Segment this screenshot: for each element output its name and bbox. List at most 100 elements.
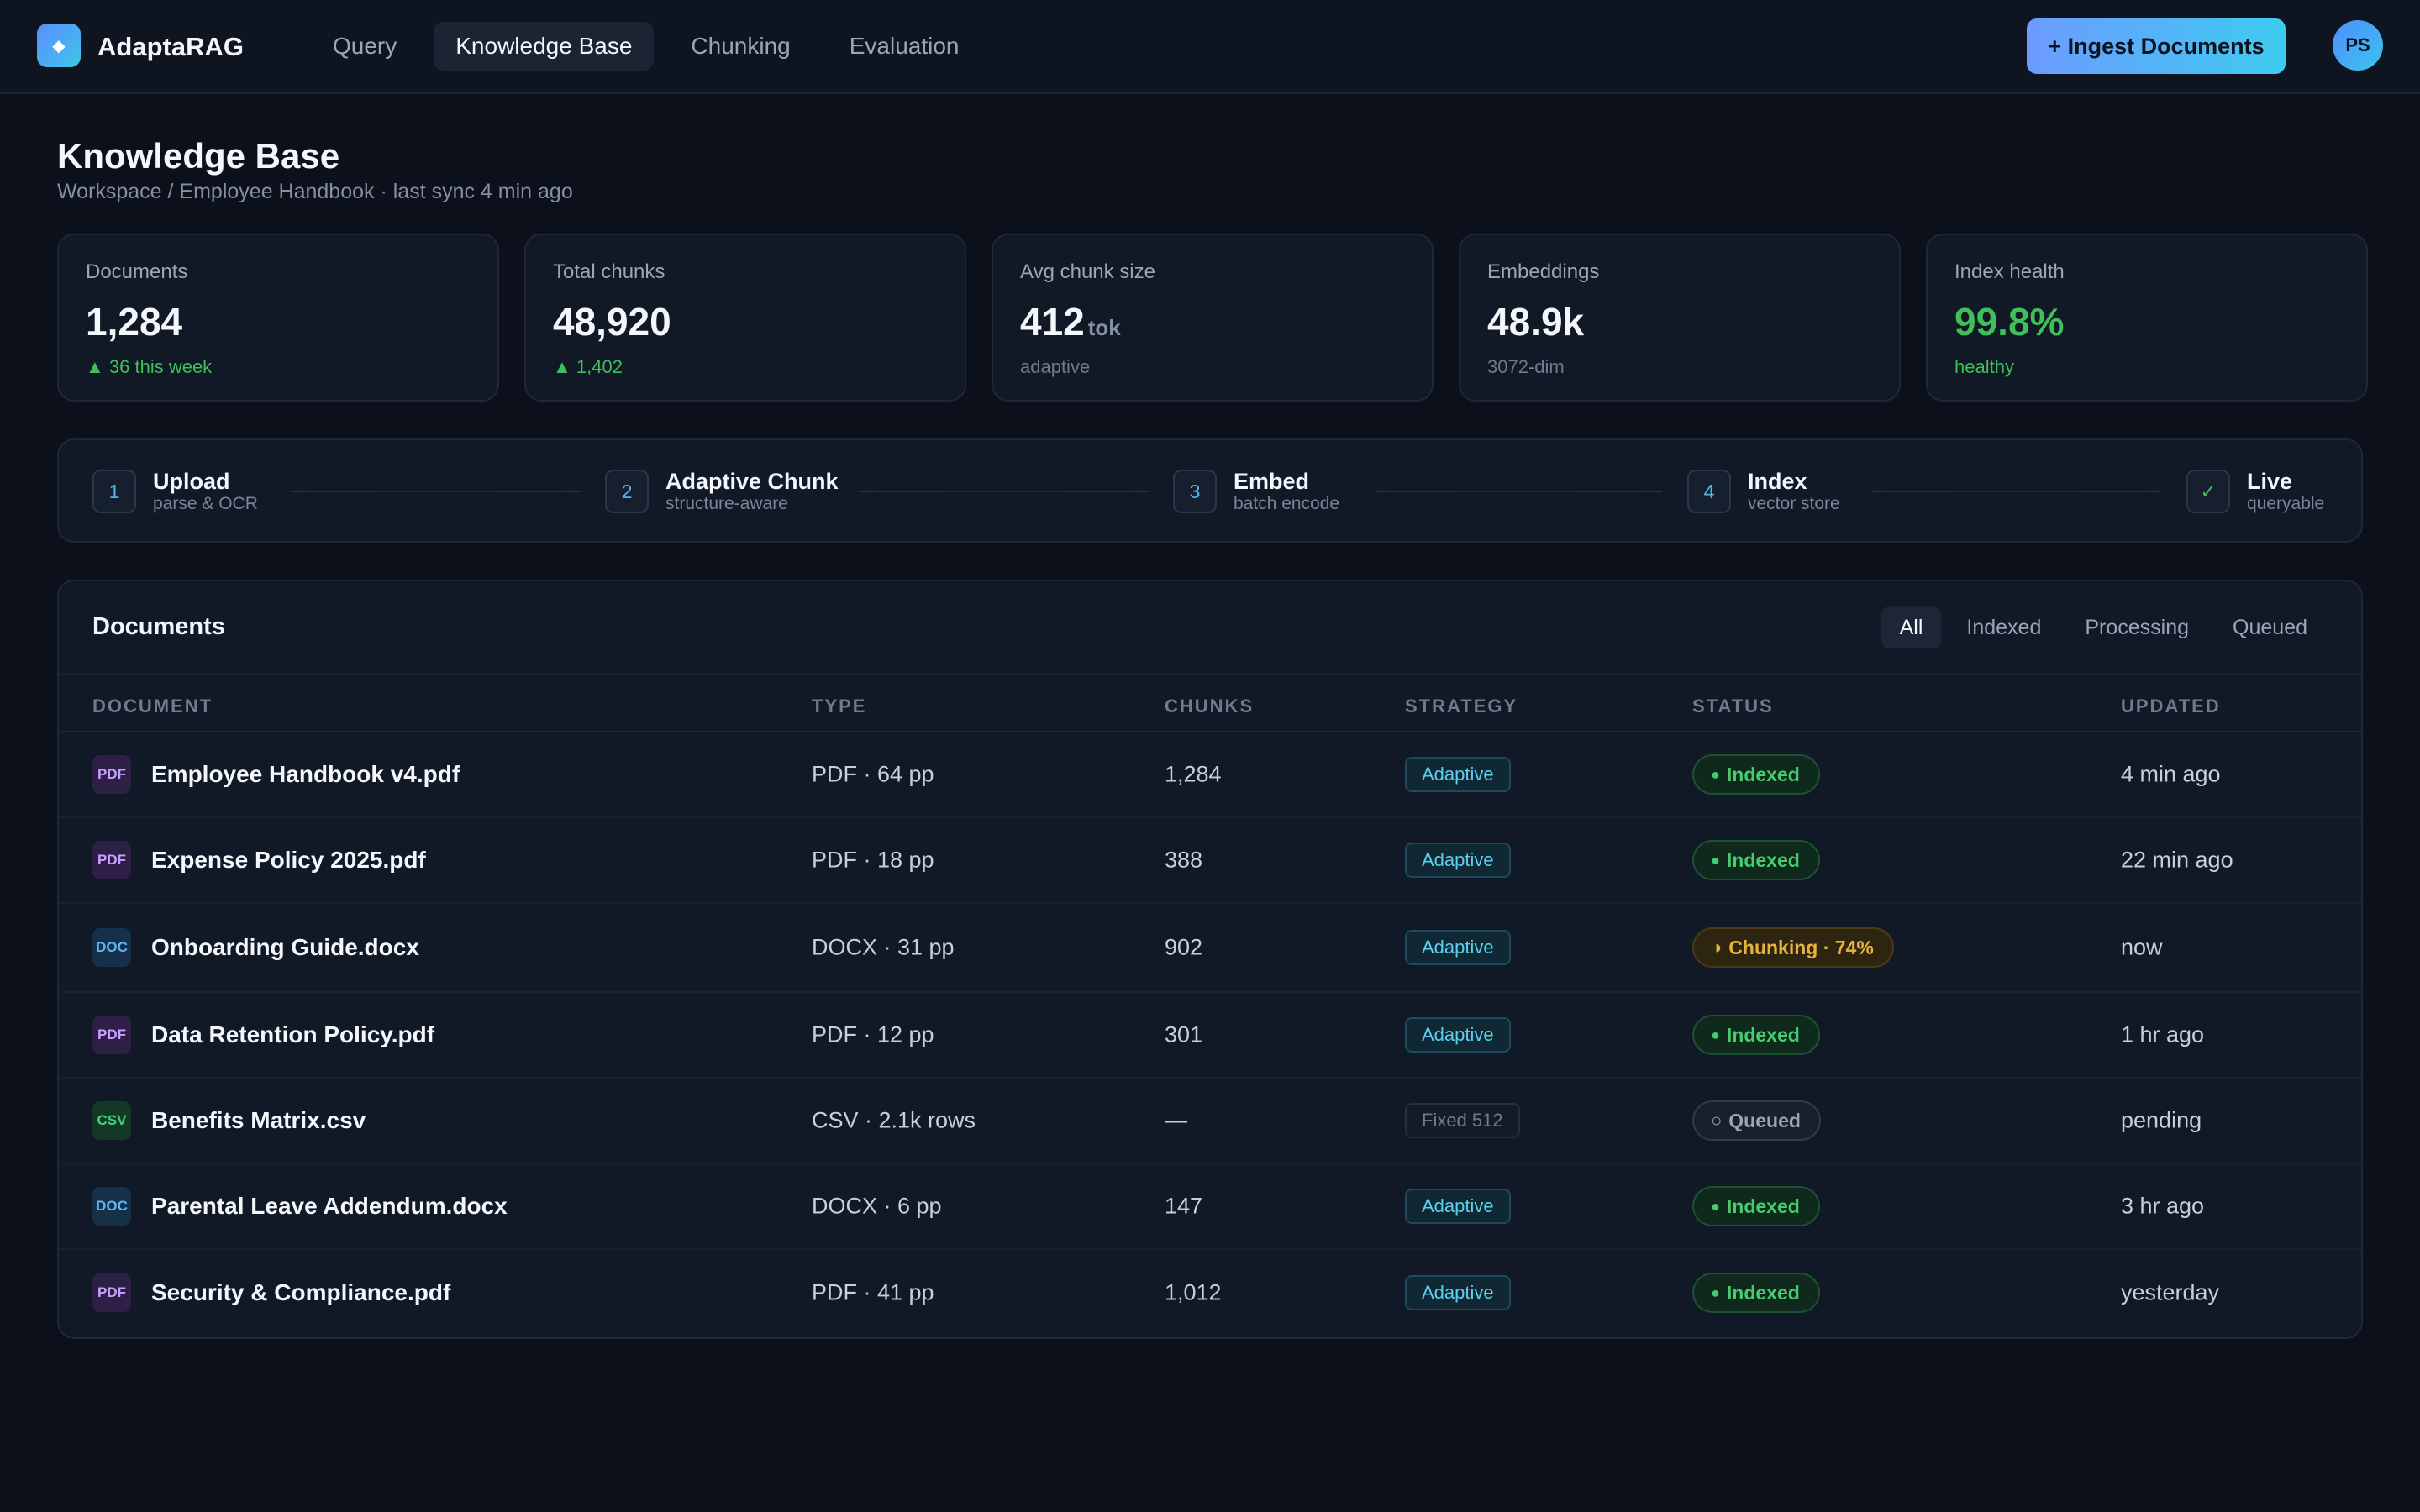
pipeline-connector [291, 491, 580, 492]
status-filters: All Indexed Processing Queued [1881, 606, 2326, 648]
document-type: PDF · 12 pp [812, 1021, 934, 1047]
page-title: Knowledge Base [57, 136, 340, 176]
status-cell: ● Indexed [1692, 840, 1820, 880]
table-row[interactable]: PDF Security & Compliance.pdf PDF · 41 pp 1… [59, 1250, 2361, 1336]
step-text: Adaptive Chunk structure-aware [666, 469, 839, 514]
user-avatar[interactable]: PS [2333, 20, 2383, 71]
column-header-chunks[interactable]: CHUNKS [1165, 696, 1255, 717]
stat-number: 48,920 [553, 300, 671, 344]
step-description: queryable [2247, 494, 2325, 513]
step-text: Index vector store [1748, 469, 1840, 514]
column-header-strategy[interactable]: STRATEGY [1405, 696, 1518, 717]
status-cell: ● Indexed [1692, 1186, 1820, 1226]
table-row[interactable]: PDF Expense Policy 2025.pdf PDF · 18 pp 388… [59, 818, 2361, 904]
pdf-file-icon: PDF [92, 841, 131, 879]
stat-label: Embeddings [1487, 260, 1600, 283]
status-label: Queued [1728, 1109, 1801, 1131]
chunk-count: 1,284 [1165, 761, 1222, 787]
updated-time: 22 min ago [2121, 847, 2233, 873]
top-bar: ◆ AdaptaRAG Query Knowledge Base Chunkin… [0, 0, 2420, 94]
table-row[interactable]: PDF Employee Handbook v4.pdf PDF · 64 pp 1,… [59, 732, 2361, 818]
status-badge: ● Indexed [1692, 1186, 1820, 1226]
step-number: 4 [1687, 470, 1731, 513]
status-cell: ● Indexed [1692, 1015, 1820, 1055]
ingest-documents-button[interactable]: + Ingest Documents [2027, 18, 2286, 74]
pipeline-step-adaptive-chunk: 2 Adaptive Chunk structure-aware [605, 469, 839, 514]
breadcrumb: Workspace / Employee Handbook · last syn… [57, 180, 573, 203]
nav-tab-chunking[interactable]: Chunking [691, 33, 791, 59]
step-description: vector store [1748, 494, 1840, 513]
document-name[interactable]: Data Retention Policy.pdf [151, 1021, 435, 1047]
stat-sub: adaptive [1020, 356, 1091, 377]
status-cell: ● Indexed [1692, 754, 1820, 795]
document-cell: CSV Benefits Matrix.csv [92, 1101, 366, 1140]
document-name[interactable]: Employee Handbook v4.pdf [151, 761, 460, 787]
ingestion-pipeline: 1 Upload parse & OCR 2 Adaptive Chunk structu… [57, 438, 2363, 543]
main-nav: Query Knowledge Base Chunking Evaluation [311, 22, 981, 71]
filter-indexed[interactable]: Indexed [1966, 615, 2042, 639]
status-label: Indexed [1726, 1281, 1800, 1304]
nav-tab-query[interactable]: Query [333, 33, 397, 59]
status-label: Indexed [1726, 1023, 1800, 1046]
chunk-count: 388 [1165, 847, 1203, 873]
strategy-cell: Adaptive [1405, 1017, 1511, 1053]
stat-value: 48,920 [553, 299, 938, 344]
document-cell: DOC Parental Leave Addendum.docx [92, 1187, 508, 1226]
filter-all[interactable]: All [1881, 606, 1942, 648]
step-text: Embed batch encode [1234, 469, 1339, 514]
document-type: DOCX · 6 pp [812, 1193, 942, 1219]
document-type: CSV · 2.1k rows [812, 1107, 976, 1133]
stat-value: 1,284 [86, 299, 471, 344]
status-indexed-icon: ● [1711, 1197, 1720, 1215]
nav-tab-evaluation[interactable]: Evaluation [849, 33, 960, 59]
document-type: PDF · 18 pp [812, 847, 934, 873]
column-header-status[interactable]: STATUS [1692, 696, 1774, 717]
filter-processing[interactable]: Processing [2085, 615, 2190, 639]
status-badge: ● Indexed [1692, 754, 1820, 795]
strategy-cell: Adaptive [1405, 930, 1511, 965]
pipeline-connector [1375, 491, 1662, 492]
document-type: PDF · 64 pp [812, 761, 934, 787]
column-header-updated[interactable]: UPDATED [2121, 696, 2221, 717]
table-row[interactable]: DOC Onboarding Guide.docx DOCX · 31 pp 902 A… [59, 904, 2361, 993]
pipeline-connector [1872, 491, 2161, 492]
document-name[interactable]: Expense Policy 2025.pdf [151, 847, 426, 873]
updated-time: now [2121, 934, 2163, 960]
strategy-cell: Adaptive [1405, 757, 1511, 792]
stat-card-total-chunks: Total chunks 48,920 ▲ 1,402 [524, 234, 966, 402]
filter-queued[interactable]: Queued [2233, 615, 2307, 639]
table-row[interactable]: PDF Data Retention Policy.pdf PDF · 12 pp 3… [59, 993, 2361, 1079]
pipeline-step-live: ✓ Live queryable [2186, 469, 2324, 514]
document-name[interactable]: Benefits Matrix.csv [151, 1107, 366, 1133]
document-name[interactable]: Onboarding Guide.docx [151, 934, 419, 960]
status-badge: ● Indexed [1692, 1015, 1820, 1055]
check-icon: ✓ [2186, 470, 2230, 513]
document-name[interactable]: Parental Leave Addendum.docx [151, 1193, 508, 1219]
updated-time: yesterday [2121, 1279, 2220, 1305]
chunk-count: 1,012 [1165, 1279, 1222, 1305]
chunk-count: 902 [1165, 934, 1203, 960]
updated-time: pending [2121, 1107, 2202, 1133]
step-description: parse & OCR [153, 494, 258, 513]
table-row[interactable]: CSV Benefits Matrix.csv CSV · 2.1k rows — Fi… [59, 1079, 2361, 1164]
stat-number: 412 [1020, 300, 1085, 344]
csv-file-icon: CSV [92, 1101, 131, 1140]
chunk-count: — [1165, 1107, 1187, 1133]
column-header-document[interactable]: DOCUMENT [92, 696, 213, 717]
stat-unit: tok [1087, 315, 1121, 340]
app-logo-icon[interactable]: ◆ [37, 24, 81, 67]
nav-tab-knowledge-base[interactable]: Knowledge Base [434, 22, 655, 71]
strategy-cell: Adaptive [1405, 1275, 1511, 1310]
pdf-file-icon: PDF [92, 755, 131, 794]
document-cell: PDF Expense Policy 2025.pdf [92, 841, 426, 879]
document-cell: PDF Employee Handbook v4.pdf [92, 755, 460, 794]
column-header-type[interactable]: TYPE [812, 696, 867, 717]
status-indexed-icon: ● [1711, 851, 1720, 869]
document-name[interactable]: Security & Compliance.pdf [151, 1279, 451, 1305]
doc-file-icon: DOC [92, 1187, 131, 1226]
strategy-badge: Adaptive [1405, 1017, 1511, 1053]
stat-sub: healthy [1954, 356, 2014, 377]
step-number: 3 [1173, 470, 1217, 513]
table-row[interactable]: DOC Parental Leave Addendum.docx DOCX · 6 … [59, 1164, 2361, 1250]
step-title: Index [1748, 469, 1807, 494]
